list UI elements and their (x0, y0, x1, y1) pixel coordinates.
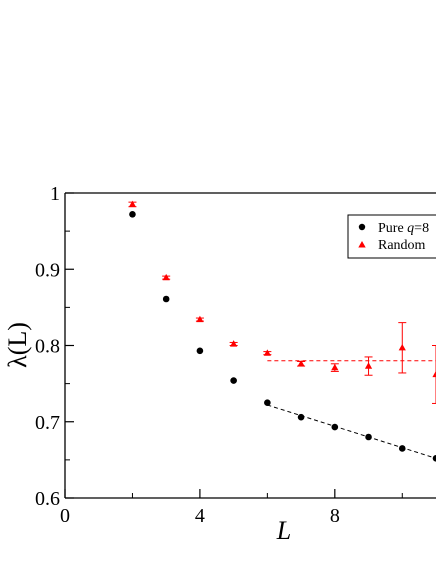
y-tick-label: 1 (50, 183, 60, 205)
fit-line (267, 404, 436, 459)
legend-entry-random: Random (358, 238, 426, 253)
axis-ticks (64, 192, 403, 499)
plot-area (128, 200, 436, 462)
data-point-random (162, 273, 170, 281)
data-point-pure (331, 423, 339, 431)
data-point-pure (297, 413, 305, 421)
data-point-random (128, 200, 137, 208)
legend: Pure q=8 Random (347, 214, 436, 259)
y-tick-label: 0.8 (35, 336, 60, 358)
data-point-pure (432, 455, 436, 462)
y-tick-label: 0.9 (35, 259, 60, 281)
fit-lines (267, 360, 436, 459)
y-tick-label: 0.6 (35, 488, 60, 510)
legend-marker-circle (358, 223, 366, 231)
data-point-pure (230, 377, 237, 384)
data-point-random (230, 340, 238, 347)
x-axis-title: L (276, 516, 291, 545)
data-point-random (432, 370, 436, 378)
y-axis-title: λ(L) (3, 322, 32, 368)
data-point-random (297, 360, 305, 367)
data-point-pure (129, 211, 136, 218)
legend-entry-pure: Pure q=8 (358, 221, 429, 236)
y-tick-label: 0.7 (35, 412, 60, 434)
data-point-random (331, 363, 339, 371)
data-point-random (196, 315, 204, 323)
data-points (128, 200, 436, 462)
legend-label-pure: Pure q=8 (378, 221, 429, 236)
data-point-pure (365, 433, 372, 441)
data-point-random (398, 343, 406, 351)
data-point-pure (264, 399, 271, 406)
legend-marker-triangle (358, 241, 366, 248)
data-point-random (263, 349, 271, 356)
x-tick-label: 4 (195, 505, 205, 527)
axis-tick-labels: 0 4 8 0.6 0.7 0.8 0.9 1 (35, 183, 340, 527)
data-point-random (364, 362, 373, 369)
legend-box (347, 214, 436, 259)
x-tick-label: 8 (330, 505, 340, 527)
data-point-pure (398, 445, 406, 452)
error-bar (432, 345, 436, 404)
legend-label-random: Random (378, 238, 426, 253)
data-point-pure (162, 295, 170, 303)
x-tick-label: 0 (60, 505, 70, 527)
data-point-pure (196, 347, 204, 355)
